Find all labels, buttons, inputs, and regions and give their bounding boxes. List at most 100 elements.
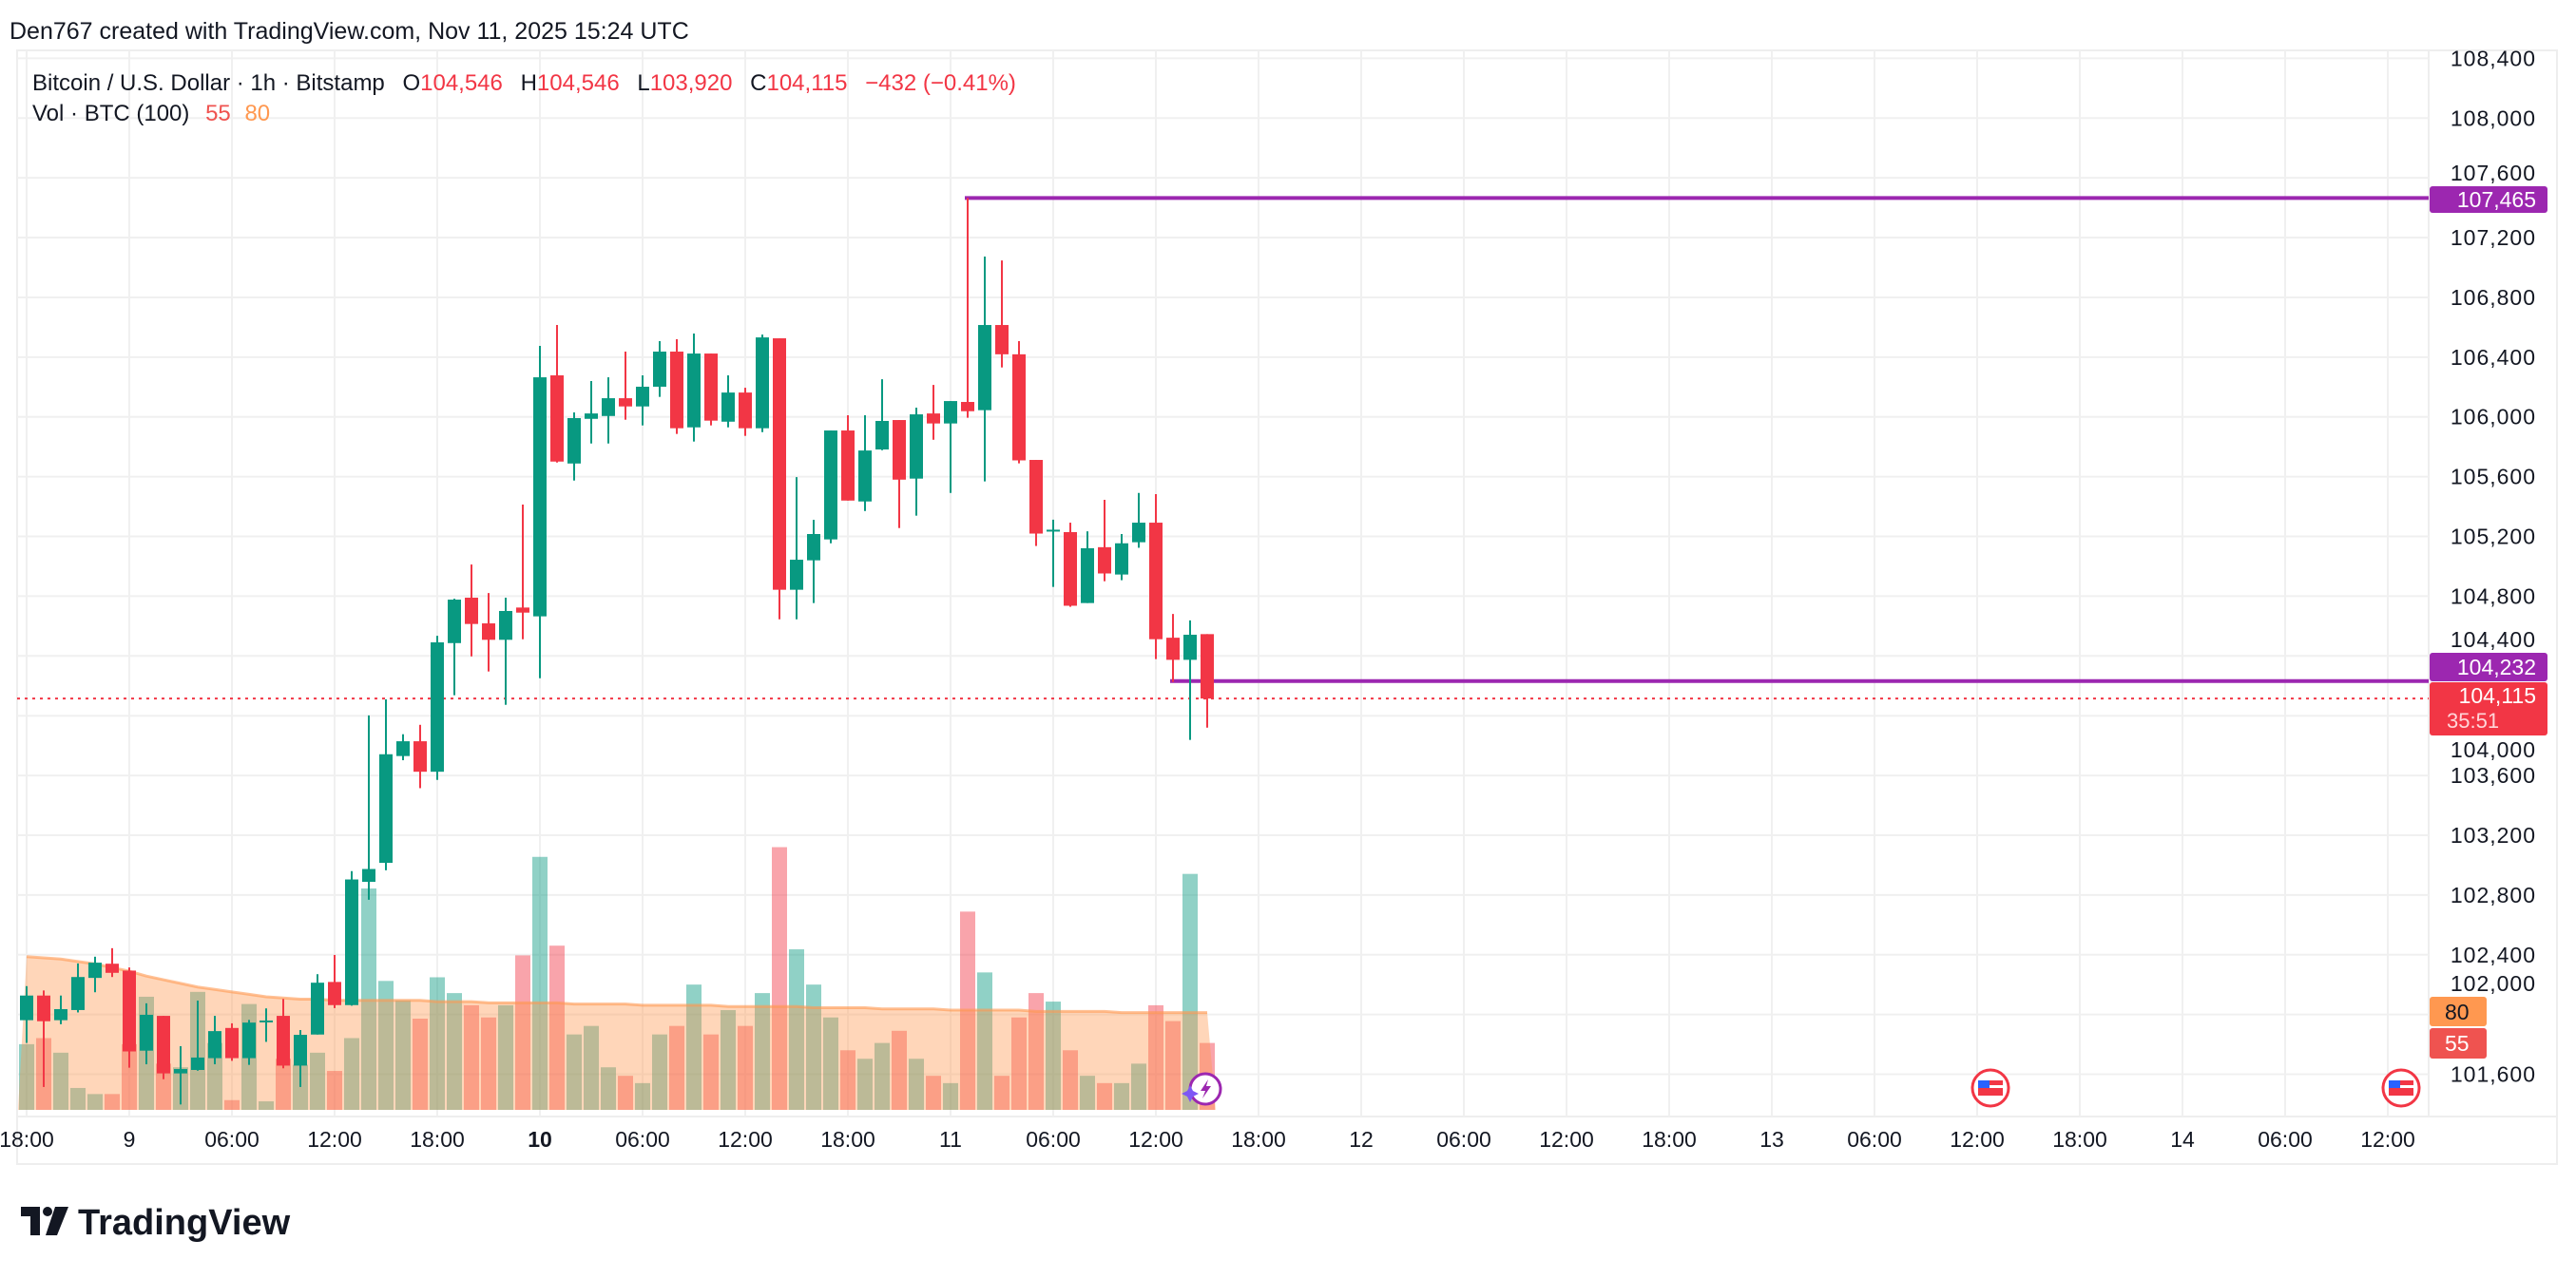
candle-body	[123, 970, 136, 1052]
volume-bar	[806, 984, 821, 1110]
candle	[1098, 499, 1111, 582]
candle-body	[208, 1031, 221, 1059]
price-axis-label: 104,000	[2451, 737, 2536, 762]
volume-bar	[909, 1059, 924, 1110]
volume-bar	[1046, 1002, 1061, 1110]
candle-body	[1132, 523, 1145, 543]
tag-last-price: 104,115 35:51	[2430, 682, 2547, 735]
candle-body	[704, 353, 718, 421]
candles	[20, 198, 1214, 1105]
candle	[1115, 534, 1128, 581]
volume-bar	[276, 1059, 291, 1110]
candle	[140, 1002, 153, 1065]
candle	[602, 377, 615, 444]
svg-text:80: 80	[2445, 1000, 2470, 1024]
grid	[17, 50, 2429, 1117]
volume-ma-area	[18, 956, 1216, 1110]
candle-body	[260, 1020, 273, 1022]
price-axis[interactable]: 108,400 108,000 107,600 107,200 106,800 106,4…	[2451, 46, 2536, 1086]
candle	[533, 346, 547, 678]
volume-bar	[926, 1076, 941, 1110]
volume-bar	[584, 1025, 599, 1110]
time-axis-label: 18:00	[820, 1127, 875, 1152]
volume-bar	[327, 1071, 342, 1110]
volume-bar	[721, 1010, 736, 1110]
candle	[807, 520, 820, 603]
time-axis[interactable]: 18:00 9 06:00 12:00 18:00 10 06:00 12:00 18:00 11…	[0, 1127, 2415, 1152]
candle	[687, 333, 701, 442]
tradingview-logo[interactable]: TradingView	[21, 1203, 291, 1243]
volume-bar	[549, 945, 565, 1110]
candle	[978, 257, 991, 482]
candle	[1166, 614, 1180, 682]
volume-bar	[652, 1034, 667, 1110]
candle	[1132, 492, 1145, 548]
price-axis-label: 106,800	[2451, 285, 2536, 310]
high-value: 104,546	[537, 70, 620, 96]
candle	[174, 1045, 187, 1105]
candle-body	[1012, 353, 1026, 461]
candle-body	[157, 1016, 170, 1074]
chart-frame	[16, 49, 2558, 1165]
volume-bar	[224, 1099, 240, 1110]
volume-bar	[669, 1025, 684, 1110]
close-value: 104,115	[766, 70, 847, 96]
volume-bar	[156, 1063, 171, 1110]
horizontal-levels[interactable]	[17, 196, 2429, 700]
price-axis-label: 103,200	[2451, 823, 2536, 848]
candle-body	[619, 398, 632, 407]
candle-body	[1183, 634, 1197, 660]
lightning-event-icon[interactable]	[1182, 1072, 1222, 1106]
candle-body	[824, 430, 837, 540]
volume-bar	[875, 1042, 890, 1110]
tradingview-logo-icon	[21, 1207, 68, 1235]
volume-bar	[738, 1025, 753, 1110]
candle	[841, 415, 855, 501]
candle-body	[1115, 543, 1128, 575]
candle-body	[687, 353, 701, 428]
volume-bar	[994, 1076, 1009, 1110]
svg-text:104,232: 104,232	[2457, 655, 2536, 679]
candle-body	[636, 386, 649, 407]
candle	[790, 477, 803, 620]
symbol-legend[interactable]: Bitcoin / U.S. Dollar · 1h · Bitstamp O1…	[32, 70, 1016, 96]
volume-ma	[18, 955, 1216, 1110]
time-axis-label: 06:00	[1847, 1127, 1902, 1152]
us-flag-event-icon[interactable]	[1970, 1068, 2010, 1108]
tag-upper-level: 107,465	[2430, 186, 2547, 213]
volume-bar	[567, 1034, 582, 1110]
svg-text:104,115: 104,115	[2459, 683, 2536, 708]
candle-body	[773, 338, 786, 590]
candle	[1183, 620, 1197, 740]
candle	[619, 352, 632, 420]
price-axis-label: 106,000	[2451, 405, 2536, 430]
volume-bar	[207, 1042, 222, 1110]
us-flag-event-icon[interactable]	[2381, 1068, 2421, 1108]
candle	[756, 334, 769, 432]
volume-bar	[481, 1017, 496, 1110]
candle-body	[345, 879, 358, 1005]
candle-body	[277, 1016, 290, 1066]
candle	[71, 963, 85, 1013]
candle-body	[106, 964, 119, 973]
volume-bar	[1028, 993, 1044, 1110]
candle	[1081, 531, 1094, 603]
volume-bar	[1131, 1063, 1146, 1110]
candle	[927, 385, 940, 440]
candle	[961, 198, 974, 418]
volume-bar	[840, 1050, 855, 1110]
candle-body	[88, 963, 102, 979]
candle-body	[756, 337, 769, 429]
candle	[1047, 519, 1060, 587]
volume-legend[interactable]: Vol · BTC (100) 55 80	[32, 101, 270, 126]
time-axis-label: 12:00	[1539, 1127, 1594, 1152]
time-axis-label: 18:00	[410, 1127, 465, 1152]
volume-bar	[378, 981, 394, 1110]
candle-body	[396, 741, 410, 756]
volume-bar	[87, 1094, 103, 1110]
candle-body	[739, 392, 752, 429]
candle	[1064, 523, 1077, 607]
candle	[739, 388, 752, 436]
candle	[875, 379, 889, 450]
